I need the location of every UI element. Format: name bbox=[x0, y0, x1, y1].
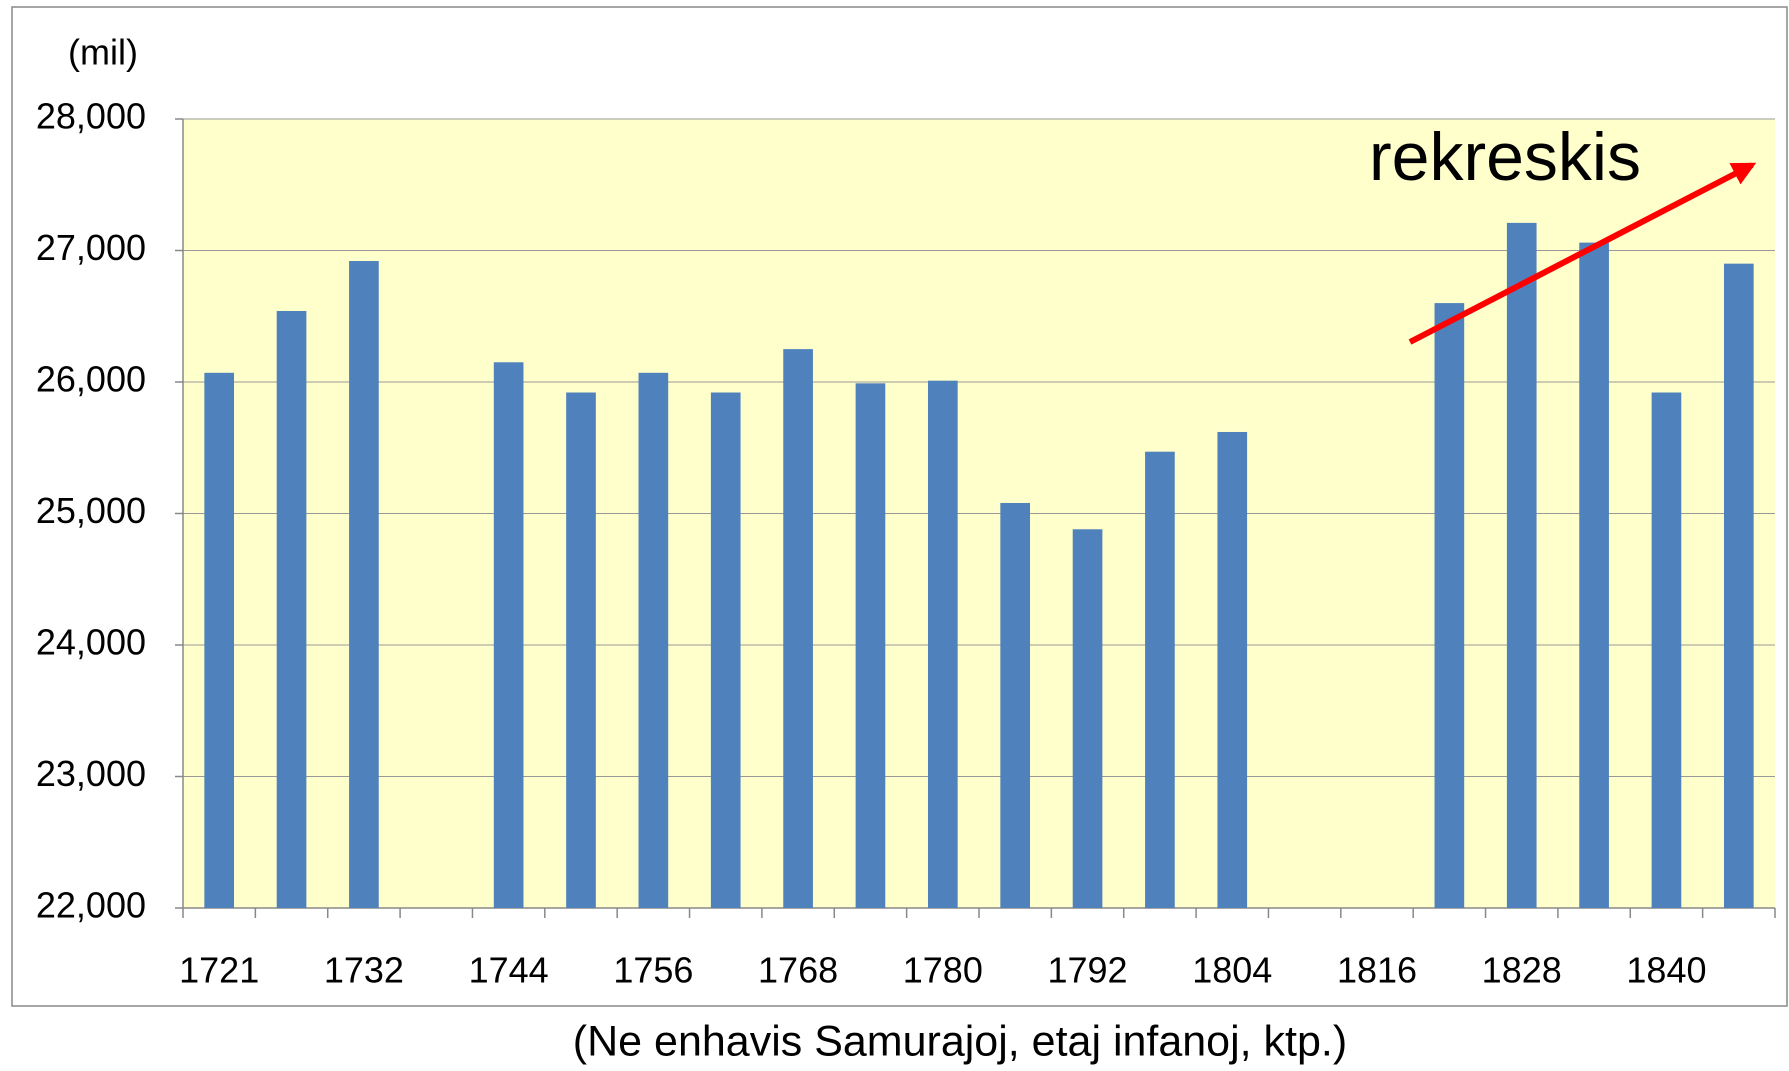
x-tick-label: 1804 bbox=[1192, 950, 1272, 991]
x-tick-label: 1756 bbox=[613, 950, 693, 991]
bar bbox=[1723, 263, 1754, 908]
bar bbox=[1506, 222, 1537, 908]
bar bbox=[638, 372, 669, 908]
x-tick-label: 1840 bbox=[1626, 950, 1706, 991]
x-tick-label: 1792 bbox=[1047, 950, 1127, 991]
bar bbox=[1000, 502, 1031, 908]
bar bbox=[276, 310, 307, 908]
annotation: rekreskis bbox=[1369, 119, 1641, 195]
bar bbox=[1072, 529, 1103, 908]
x-tick-label: 1768 bbox=[758, 950, 838, 991]
bar bbox=[927, 380, 958, 908]
bar bbox=[1579, 242, 1609, 909]
bar bbox=[1217, 431, 1248, 908]
y-tick-label: 22,000 bbox=[36, 885, 146, 926]
y-tick-label: 26,000 bbox=[36, 359, 146, 400]
bar bbox=[1145, 451, 1175, 908]
y-unit: (mil) bbox=[68, 32, 138, 73]
x-tick-label: 1828 bbox=[1482, 950, 1562, 991]
bar bbox=[710, 392, 741, 908]
x-tick-label: 1721 bbox=[179, 950, 259, 991]
y-tick-label: 27,000 bbox=[36, 227, 146, 268]
y-tick-label: 24,000 bbox=[36, 622, 146, 663]
bar bbox=[493, 362, 524, 908]
x-tick-label: 1780 bbox=[903, 950, 983, 991]
x-tick-label: 1732 bbox=[324, 950, 404, 991]
bar bbox=[1434, 303, 1465, 909]
bar bbox=[783, 349, 813, 908]
x-axis-label: (Ne enhavis Samurajoj, etaj infanoj, ktp… bbox=[573, 1017, 1347, 1065]
bar bbox=[349, 261, 379, 908]
y-tick-label: 23,000 bbox=[36, 753, 146, 794]
bar bbox=[204, 372, 235, 908]
x-tick-label: 1744 bbox=[469, 950, 549, 991]
x-tick-label: 1816 bbox=[1337, 950, 1417, 991]
bar bbox=[566, 392, 596, 908]
trend-arrow bbox=[1408, 162, 1757, 345]
bar bbox=[1651, 392, 1682, 908]
y-tick-label: 25,000 bbox=[36, 490, 146, 531]
y-tick-label: 28,000 bbox=[36, 96, 146, 137]
bar bbox=[855, 383, 886, 908]
